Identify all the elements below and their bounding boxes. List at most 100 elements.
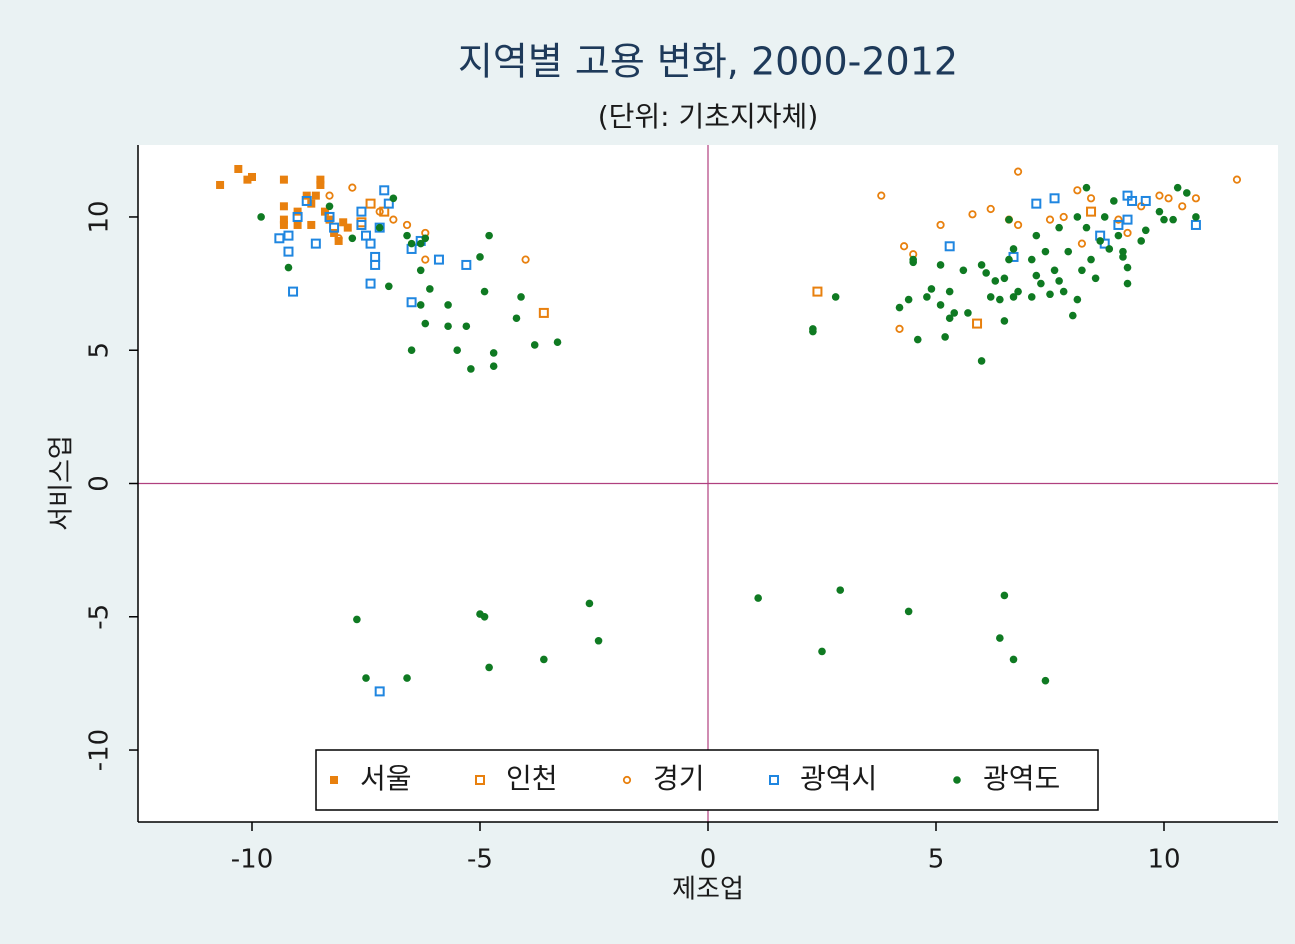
point [812,286,823,297]
point [293,220,302,229]
point [462,322,471,331]
point [1041,247,1050,256]
point [324,211,335,222]
point [370,259,381,270]
point [1164,194,1173,203]
point [1055,223,1063,232]
point [1127,195,1138,206]
point [348,183,357,192]
point [279,220,288,229]
point [283,230,294,241]
point [480,612,489,621]
chart-subtitle: (단위: 기초지자체) [598,100,819,133]
point [1110,197,1118,205]
point [1005,215,1013,224]
point [374,686,385,697]
legend-symbol [953,776,961,784]
legend-symbol [475,775,485,785]
point [1059,212,1068,222]
point [485,231,493,240]
point [1105,245,1114,253]
point [467,365,475,373]
y-axis-label: 서비스업 [47,435,77,531]
point [968,210,977,219]
point [1000,591,1009,600]
point [996,295,1004,304]
point [316,175,325,184]
point [365,238,376,249]
point [512,314,521,323]
point [1082,183,1091,192]
point [895,324,904,334]
point [1086,206,1097,217]
point [243,175,252,184]
point [403,674,411,682]
point [257,213,265,221]
point [1173,183,1182,192]
point [945,287,954,296]
point [310,238,321,249]
point [1141,226,1150,235]
point [936,301,945,309]
point [316,180,325,189]
point [407,239,416,248]
point [936,261,945,269]
legend-symbol [769,775,779,785]
point [274,233,285,244]
point [1037,279,1045,288]
point [982,269,990,277]
point [1009,293,1018,301]
point [320,207,329,216]
point [1000,274,1009,283]
point [1055,277,1063,285]
x-axis-label: 제조업 [672,875,744,905]
point [385,282,393,291]
point [977,357,986,365]
legend-symbol [622,775,632,785]
point [818,647,826,656]
point [540,655,548,664]
point [383,198,394,209]
point [1191,194,1201,203]
point [836,586,845,594]
point [1027,293,1036,301]
point [374,222,385,233]
point [1123,263,1132,272]
point [1123,228,1132,238]
point [476,253,484,261]
point [1082,223,1091,232]
point [1078,266,1086,275]
point [421,234,430,243]
point [283,246,294,257]
point [809,327,817,336]
point [1014,287,1022,296]
point [1073,213,1082,221]
x-tick-label: -5 [467,845,493,875]
point [1046,290,1054,299]
point [339,218,348,227]
point [1009,245,1018,253]
x-tick-label: -10 [231,845,273,875]
point [1073,186,1082,195]
point [329,222,340,233]
point [585,599,594,608]
point [461,259,472,270]
point [1122,214,1133,225]
point [1077,239,1087,248]
point [353,615,361,624]
point [311,191,320,200]
point [288,286,299,297]
y-tick-label: 10 [85,200,115,233]
point [927,285,936,293]
point [1045,215,1055,224]
point [1059,287,1068,296]
point [1086,194,1096,203]
point [1032,231,1041,240]
point [416,266,425,275]
point [996,634,1004,642]
point [307,220,316,229]
point [444,322,452,331]
point [1169,215,1177,224]
point [421,319,430,328]
